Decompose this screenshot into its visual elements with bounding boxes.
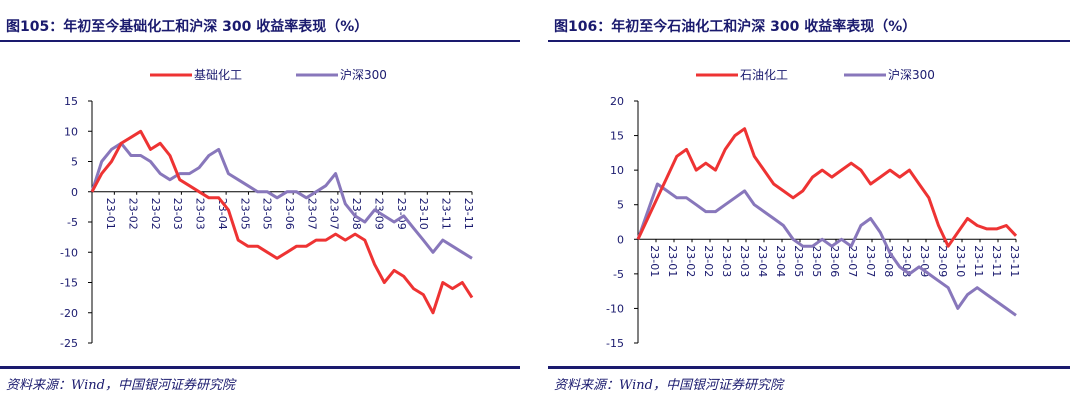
x-tick-label: 23-05 xyxy=(792,245,805,277)
x-tick-label: 23-11 xyxy=(439,198,452,230)
chart-panel-right: 图106：年初至今石油化工和沪深 300 收益率表现（%） 石油化工 沪深300 2… xyxy=(548,0,1080,411)
x-tick-label: 23-07 xyxy=(846,245,859,277)
series-line xyxy=(90,141,473,260)
source-note: 资料来源：Wind，中国银河证券研究院 xyxy=(554,378,783,393)
title-divider xyxy=(548,40,1070,42)
legend-label: 石油化工 xyxy=(740,68,788,82)
y-tick-label: 0 xyxy=(71,186,78,199)
legend-label: 沪深300 xyxy=(888,68,935,82)
x-tick-label: 23-02 xyxy=(702,245,715,277)
x-tick-label: 23-10 xyxy=(417,198,430,230)
y-tick-label: 15 xyxy=(64,95,78,108)
x-tick-label: 23-11 xyxy=(462,198,475,230)
y-tick-label: 5 xyxy=(71,156,78,169)
y-tick-label: 20 xyxy=(610,95,624,108)
y-tick-label: -5 xyxy=(67,216,78,229)
x-tick-label: 23-03 xyxy=(738,245,751,277)
legend-label: 沪深300 xyxy=(340,68,387,82)
x-tick-label: 23-07 xyxy=(328,198,341,230)
y-tick-label: -25 xyxy=(60,337,78,350)
chart-panel-left: 图105：年初至今基础化工和沪深 300 收益率表现（%） 基础化工 沪深300 1… xyxy=(0,0,530,411)
x-tick-label: 23-01 xyxy=(666,245,679,277)
x-tick-label: 23-09 xyxy=(936,245,949,277)
x-tick-label: 23-04 xyxy=(756,245,769,277)
chart-title: 图105：年初至今基础化工和沪深 300 收益率表现（%） xyxy=(6,19,369,35)
x-tick-label: 23-04 xyxy=(774,245,787,277)
y-tick-label: -10 xyxy=(60,246,78,259)
x-tick-label: 23-01 xyxy=(648,245,661,277)
y-tick-label: 15 xyxy=(610,130,624,143)
x-tick-label: 23-01 xyxy=(104,198,117,230)
source-divider xyxy=(548,366,1070,369)
x-tick-label: 23-06 xyxy=(828,245,841,277)
x-tick-label: 23-11 xyxy=(972,245,985,277)
series-line xyxy=(90,129,474,315)
legend-label: 基础化工 xyxy=(194,68,242,82)
x-tick-label: 23-08 xyxy=(350,198,363,230)
y-tick-label: -5 xyxy=(613,268,624,281)
y-tick-label: 0 xyxy=(617,233,624,246)
x-tick-label: 23-05 xyxy=(810,245,823,277)
x-tick-label: 23-02 xyxy=(149,198,162,230)
x-tick-label: 23-06 xyxy=(283,198,296,230)
y-tick-label: -20 xyxy=(60,307,78,320)
source-note: 资料来源：Wind，中国银河证券研究院 xyxy=(6,378,235,393)
x-tick-label: 23-11 xyxy=(990,245,1003,277)
x-tick-label: 23-09 xyxy=(395,198,408,230)
y-tick-label: 5 xyxy=(617,199,624,212)
x-tick-label: 23-03 xyxy=(171,198,184,230)
x-tick-label: 23-03 xyxy=(194,198,207,230)
chart-title: 图106：年初至今石油化工和沪深 300 收益率表现（%） xyxy=(554,19,917,35)
x-tick-label: 23-02 xyxy=(684,245,697,277)
y-tick-label: -15 xyxy=(60,277,78,290)
y-tick-label: 10 xyxy=(64,125,78,138)
series-line xyxy=(636,182,1017,317)
x-tick-label: 23-07 xyxy=(864,245,877,277)
y-tick-label: -10 xyxy=(606,302,624,315)
x-tick-label: 23-05 xyxy=(261,198,274,230)
y-tick-label: 10 xyxy=(610,164,624,177)
line-chart-basic-chemicals: 基础化工 沪深300 15 10 5 0 -5 -10 -15 -20 -25 23-01 23-02 2… xyxy=(60,68,475,350)
x-tick-label: 23-03 xyxy=(720,245,733,277)
title-divider xyxy=(0,40,520,42)
x-tick-label: 23-02 xyxy=(127,198,140,230)
x-tick-label: 23-10 xyxy=(954,245,967,277)
x-tick-label: 23-11 xyxy=(1008,245,1021,277)
x-tick-label: 23-05 xyxy=(238,198,251,230)
line-chart-petrochemicals: 石油化工 沪深300 20 15 10 5 0 -5 -10 -15 23-01 23-01 23-02… xyxy=(606,68,1021,350)
source-divider xyxy=(0,366,520,369)
y-tick-label: -15 xyxy=(606,337,624,350)
series-line xyxy=(636,127,1018,248)
x-tick-label: 23-07 xyxy=(305,198,318,230)
